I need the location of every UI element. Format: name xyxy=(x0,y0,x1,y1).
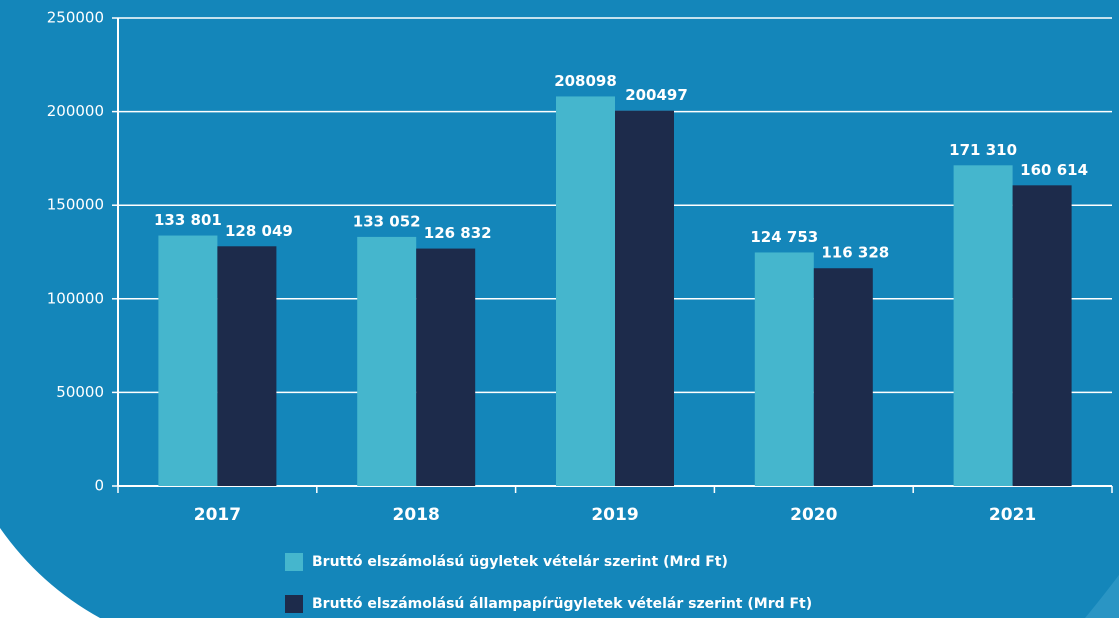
x-tick-label: 2018 xyxy=(393,505,440,525)
value-label: 128 049 xyxy=(225,222,293,240)
legend-swatch xyxy=(285,595,303,613)
value-label: 133 052 xyxy=(353,212,421,230)
value-label: 116 328 xyxy=(821,244,889,262)
bar xyxy=(615,110,674,486)
legend-label: Bruttó elszámolású ügyletek vételár szer… xyxy=(312,554,728,570)
bar xyxy=(416,248,476,486)
y-tick-label: 250000 xyxy=(47,9,104,27)
bar xyxy=(953,165,1013,486)
y-tick-label: 200000 xyxy=(47,102,104,120)
legend-label: Bruttó elszámolású állampapírügyletek vé… xyxy=(312,596,812,612)
y-tick-label: 0 xyxy=(94,477,104,495)
value-label: 160 614 xyxy=(1020,161,1088,179)
value-label: 208098 xyxy=(554,72,617,90)
bar xyxy=(158,235,218,486)
legend-swatch xyxy=(285,553,303,571)
x-tick-label: 2021 xyxy=(989,505,1036,525)
y-tick-label: 100000 xyxy=(47,289,104,307)
value-label: 126 832 xyxy=(424,224,492,242)
value-label: 124 753 xyxy=(750,228,818,246)
value-label: 171 310 xyxy=(949,141,1017,159)
x-tick-label: 2019 xyxy=(591,505,638,525)
x-tick-label: 2020 xyxy=(790,505,837,525)
bar xyxy=(357,236,417,486)
bar xyxy=(754,252,814,486)
y-tick-label: 50000 xyxy=(56,383,104,401)
x-tick-label: 2017 xyxy=(194,505,241,525)
bar xyxy=(1012,185,1072,486)
decor-curve xyxy=(0,528,100,618)
bar xyxy=(813,268,873,486)
value-label: 200497 xyxy=(625,86,688,104)
bar xyxy=(556,96,615,486)
decor-curve xyxy=(1085,575,1119,618)
bar xyxy=(217,246,277,486)
y-tick-label: 150000 xyxy=(47,196,104,214)
value-label: 133 801 xyxy=(154,211,222,229)
